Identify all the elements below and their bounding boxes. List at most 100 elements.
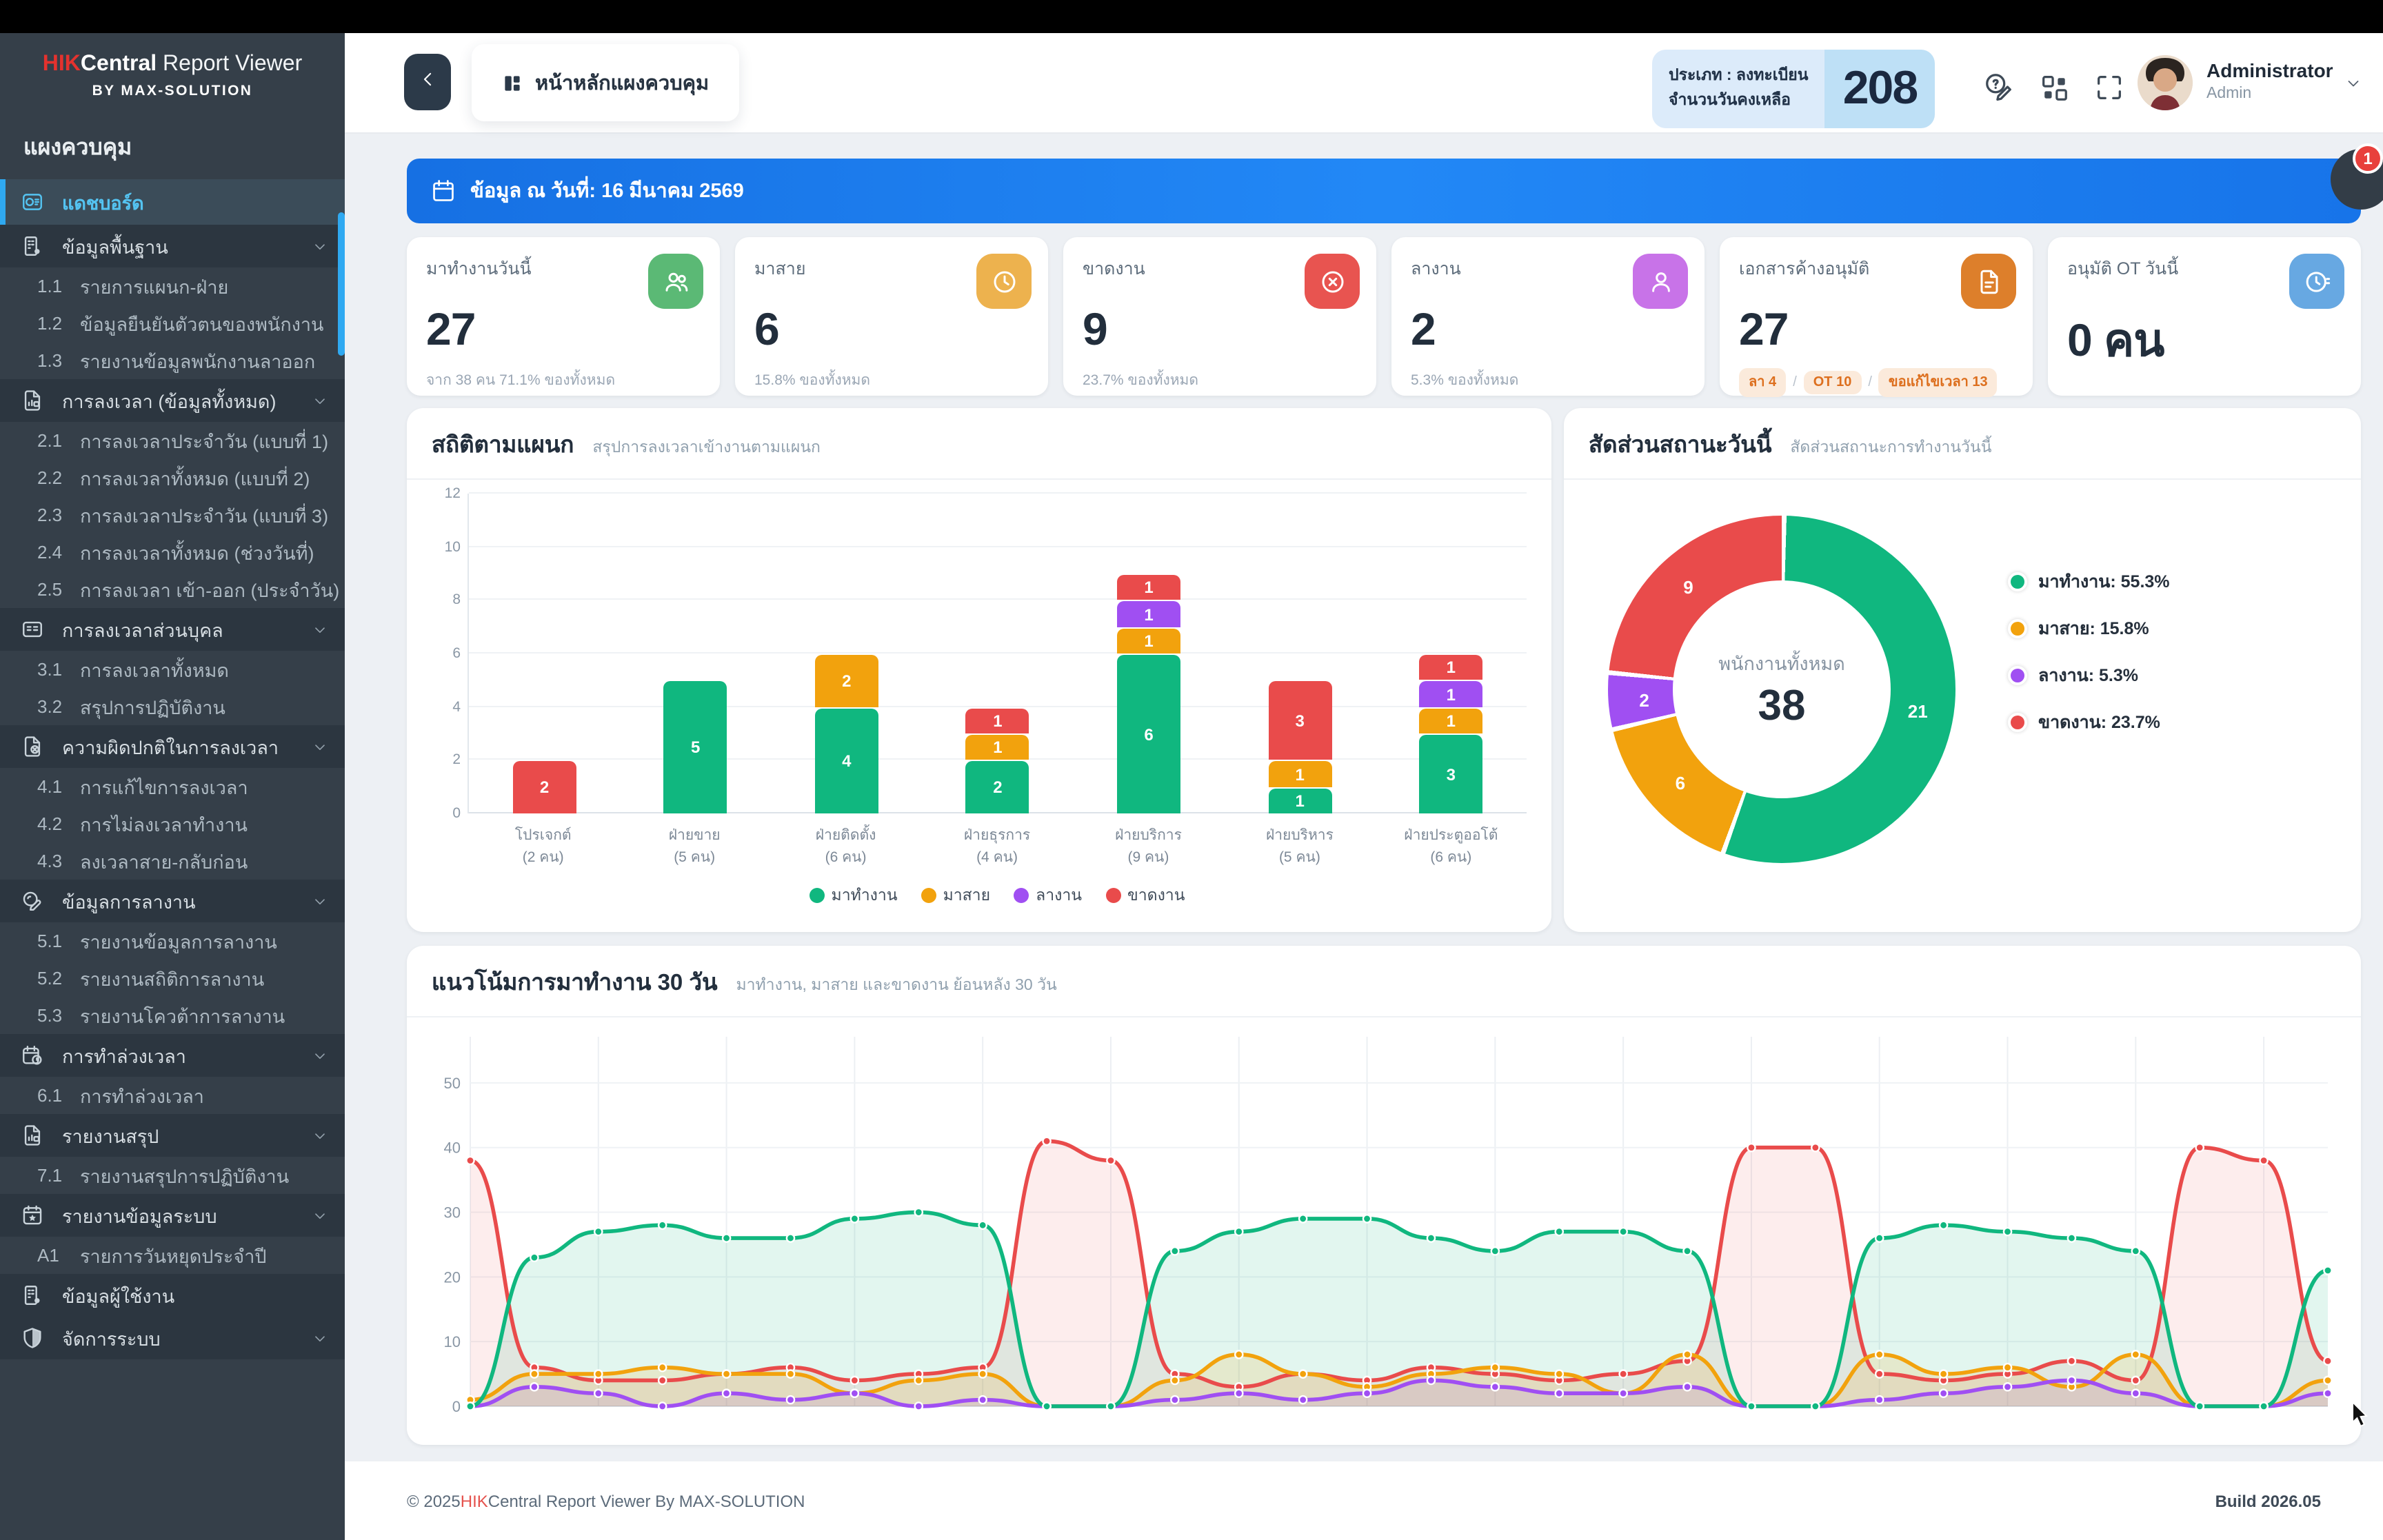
- sidebar-subitem-number: 3.1: [37, 659, 63, 680]
- sidebar-subitem-label: รายงานโควต้าการลางาน: [80, 1006, 285, 1027]
- sidebar-subitem-number: 5.1: [37, 931, 63, 952]
- bar-segment: 1: [1268, 761, 1332, 787]
- svg-text:0: 0: [452, 1398, 461, 1415]
- donut-slice-value: 9: [1683, 577, 1693, 598]
- sidebar-item-label: การทำล่วงเวลา: [62, 1046, 186, 1067]
- sidebar-subitem[interactable]: 6.1 การทำล่วงเวลา: [0, 1077, 345, 1115]
- bar-segment: 6: [1117, 655, 1181, 813]
- sidebar-subitem-label: การลงเวลาประจำวัน (แบบที่ 3): [80, 505, 329, 527]
- sidebar-subitem[interactable]: 3.2 สรุปการปฏิบัติงาน: [0, 689, 345, 726]
- sidebar-subitem[interactable]: 1.2 ข้อมูลยืนยันตัวตนของพนักงาน: [0, 305, 345, 343]
- donut-center-value: 38: [1758, 681, 1806, 729]
- sidebar-subitem-label: สรุปการปฏิบัติงาน: [80, 697, 225, 718]
- sidebar-subitem-label: ข้อมูลยืนยันตัวตนของพนักงาน: [80, 314, 324, 335]
- user-name[interactable]: Administrator: [2206, 59, 2333, 81]
- sidebar-subitem-number: 2.5: [37, 579, 63, 600]
- sidebar-item-label: การลงเวลา (ข้อมูลทั้งหมด): [62, 391, 276, 412]
- apps-grid-icon[interactable]: [2038, 72, 2070, 103]
- signature-help-icon[interactable]: [1983, 72, 2015, 103]
- sidebar-subitem[interactable]: 3.1 การลงเวลาทั้งหมด: [0, 651, 345, 689]
- sidebar-item[interactable]: การทำล่วงเวลา: [0, 1034, 345, 1077]
- chevron-down-icon: [312, 1208, 328, 1224]
- document-icon: [1961, 254, 2016, 309]
- sidebar-subitem-label: รายงานข้อมูลการลางาน: [80, 931, 277, 953]
- sidebar-subitem[interactable]: 2.5 การลงเวลา เข้า-ออก (ประจำวัน): [0, 571, 345, 609]
- sidebar-subitem-number: 4.2: [37, 813, 63, 835]
- bar-segment: 1: [1117, 628, 1181, 654]
- sidebar-collapse-button[interactable]: [404, 54, 451, 110]
- fullscreen-icon[interactable]: [2093, 72, 2125, 103]
- sidebar-item-label: แดชบอร์ด: [62, 192, 144, 214]
- sidebar-subitem[interactable]: 5.3 รายงานโควต้าการลางาน: [0, 997, 345, 1035]
- chevron-down-icon[interactable]: [2344, 74, 2362, 92]
- sidebar-item-label: การลงเวลาส่วนบุคล: [62, 620, 223, 641]
- page-title-tab[interactable]: หน้าหลักแผงควบคุม: [472, 44, 740, 121]
- sidebar-subitem[interactable]: 2.3 การลงเวลาประจำวัน (แบบที่ 3): [0, 497, 345, 534]
- sidebar-subitem-label: การลงเวลาทั้งหมด (ช่วงวันที่): [80, 543, 314, 564]
- sidebar-subitem[interactable]: 2.1 การลงเวลาประจำวัน (แบบที่ 1): [0, 423, 345, 460]
- notification-badge: 1: [2353, 143, 2383, 174]
- bar-ytick-label: 0: [452, 805, 461, 822]
- sidebar-subitem-label: การลงเวลาทั้งหมด (แบบที่ 2): [80, 468, 310, 489]
- chevron-down-icon: [312, 622, 328, 638]
- sidebar-item[interactable]: ความผิดปกติในการลงเวลา: [0, 725, 345, 769]
- sidebar-subitem[interactable]: 2.4 การลงเวลาทั้งหมด (ช่วงวันที่): [0, 534, 345, 571]
- sidebar-subitem-label: การแก้ไขการลงเวลา: [80, 777, 248, 798]
- bar-segment: 1: [1419, 655, 1483, 680]
- calendar-icon: [430, 178, 456, 204]
- sidebar-item-dashboard[interactable]: แดชบอร์ด: [0, 179, 345, 225]
- sidebar-item[interactable]: จัดการระบบ: [0, 1317, 345, 1360]
- bar-segment: 1: [1117, 575, 1181, 600]
- svg-text:20: 20: [444, 1268, 461, 1286]
- sidebar-subitem[interactable]: A1 รายการวันหยุดประจำปี: [0, 1237, 345, 1275]
- bar-ytick-label: 8: [452, 591, 461, 609]
- pending-chip: OT 10: [1803, 371, 1862, 394]
- stat-card-subtext: จาก 38 คน 71.1% ของทั้งหมด: [426, 372, 616, 389]
- remaining-days-badge: ประเภท : ลงทะเบียน จำนวนวันคงเหลือ 208: [1652, 50, 1935, 128]
- stat-card-chips: ลา 4/OT 10/ขอแก้ไขเวลา 13: [1739, 368, 2013, 397]
- sidebar-subitem[interactable]: 1.3 รายงานข้อมูลพนักงานลาออก: [0, 343, 345, 380]
- dashboard-icon: [21, 191, 44, 214]
- sidebar-subitem[interactable]: 5.2 รายงานสถิติการลางาน: [0, 960, 345, 997]
- user-role: Admin: [2206, 85, 2252, 102]
- system-calendar-icon: [21, 1204, 44, 1228]
- sidebar-subitem-number: 3.2: [37, 696, 63, 718]
- bar-segment: 1: [965, 735, 1029, 760]
- sidebar-subitem[interactable]: 4.3 ลงเวลาสาย-กลับก่อน: [0, 843, 345, 880]
- brand-central: Central: [80, 52, 157, 76]
- stat-card-value: 2: [1411, 303, 1436, 354]
- sidebar-item[interactable]: รายงานข้อมูลระบบ: [0, 1194, 345, 1237]
- footer: © 2025HIKCentral Report Viewer By MAX-SO…: [345, 1461, 2383, 1540]
- stat-card-value: 27: [426, 303, 476, 354]
- bar-segment: 2: [512, 761, 576, 813]
- sidebar-subitem[interactable]: 2.2 การลงเวลาทั้งหมด (แบบที่ 2): [0, 460, 345, 497]
- badge-line2: จำนวนวันคงเหลือ: [1669, 92, 1791, 108]
- sidebar-subitem[interactable]: 4.2 การไม่ลงเวลาทำงาน: [0, 806, 345, 843]
- time-report-icon: [21, 389, 44, 413]
- sidebar-item[interactable]: ข้อมูลพื้นฐาน: [0, 225, 345, 268]
- sidebar-scrollbar-thumb[interactable]: [338, 212, 345, 356]
- sidebar-item-label: รายงานสรุป: [62, 1126, 159, 1147]
- chevron-down-icon: [312, 739, 328, 756]
- stat-card-title: อนุมัติ OT วันนี้: [2067, 259, 2179, 278]
- sidebar-subitem[interactable]: 5.1 รายงานข้อมูลการลางาน: [0, 923, 345, 960]
- sidebar-subitem[interactable]: 7.1 รายงานสรุปการปฏิบัติงาน: [0, 1157, 345, 1195]
- sidebar-subitem-number: A1: [37, 1245, 59, 1266]
- sidebar-item[interactable]: การลงเวลา (ข้อมูลทั้งหมด): [0, 379, 345, 423]
- avatar[interactable]: [2138, 55, 2193, 110]
- sidebar-item[interactable]: ข้อมูลการลางาน: [0, 880, 345, 923]
- main-area: หน้าหลักแผงควบคุม ประเภท : ลงทะเบียน จำน…: [345, 33, 2383, 1540]
- sidebar-subitem[interactable]: 4.1 การแก้ไขการลงเวลา: [0, 769, 345, 806]
- bar-xtick-label: ฝ่ายบริการ (9 คน): [1115, 827, 1182, 867]
- donut-legend-item: ลางาน: 5.3%: [2008, 662, 2170, 689]
- sidebar-subitem[interactable]: 1.1 รายการแผนก-ฝ่าย: [0, 268, 345, 305]
- sidebar-item[interactable]: ข้อมูลผู้ใช้งาน: [0, 1274, 345, 1317]
- donut-title: สัดส่วนสถานะวันนี้: [1589, 433, 1772, 458]
- sidebar-item[interactable]: การลงเวลาส่วนบุคล: [0, 608, 345, 651]
- sidebar-item[interactable]: รายงานสรุป: [0, 1114, 345, 1157]
- chevron-down-icon: [312, 1330, 328, 1347]
- stat-card: เอกสารค้างอนุมัติ 27 ลา 4/OT 10/ขอแก้ไขเวล…: [1720, 237, 2033, 397]
